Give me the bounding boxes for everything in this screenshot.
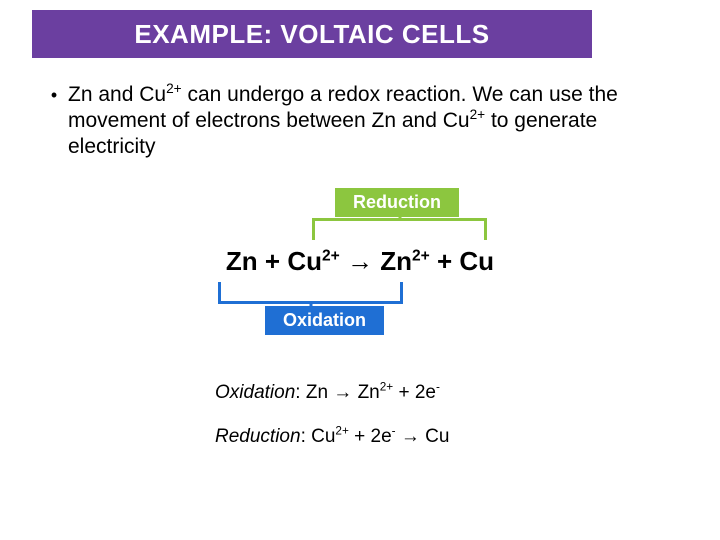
intro-text: Zn and Cu2+ can undergo a redox reaction… <box>68 82 680 160</box>
reduction-label: Reduction <box>215 426 301 447</box>
red-seg-1: : Cu <box>301 426 336 447</box>
ox-sup-2: - <box>436 381 440 394</box>
eq-seg-3: + Cu <box>430 246 494 276</box>
reduction-bracket <box>312 218 487 240</box>
eq-sup-2: 2+ <box>412 247 430 264</box>
intro-sup-1: 2+ <box>166 81 182 96</box>
bullet-marker: • <box>40 82 68 160</box>
intro-bullet: • Zn and Cu2+ can undergo a redox reacti… <box>40 82 680 160</box>
half-reactions: Oxidation: Zn → Zn2+ + 2e- Reduction: Cu… <box>215 382 449 470</box>
main-equation: Zn + Cu2+ → Zn2+ + Cu <box>0 246 720 277</box>
reduction-bracket-tick <box>398 209 401 219</box>
eq-seg-2: → Zn <box>340 246 412 276</box>
slide-title: EXAMPLE: VOLTAIC CELLS <box>134 19 489 50</box>
red-seg-3: → Cu <box>396 426 450 447</box>
intro-seg-1: Zn and Cu <box>68 83 166 106</box>
oxidation-half-reaction: Oxidation: Zn → Zn2+ + 2e- <box>215 382 449 404</box>
title-bar: EXAMPLE: VOLTAIC CELLS <box>32 10 592 58</box>
eq-seg-1: Zn + Cu <box>226 246 322 276</box>
oxidation-bracket <box>218 282 403 304</box>
red-seg-2: + 2e <box>349 426 392 447</box>
ox-seg-1: : Zn → Zn <box>295 382 379 403</box>
reduction-half-reaction: Reduction: Cu2+ + 2e- → Cu <box>215 426 449 448</box>
ox-seg-2: + 2e <box>393 382 436 403</box>
reduction-badge: Reduction <box>335 188 459 217</box>
oxidation-badge: Oxidation <box>265 306 384 335</box>
oxidation-label: Oxidation <box>215 382 295 403</box>
intro-sup-2: 2+ <box>470 107 486 122</box>
eq-sup-1: 2+ <box>322 247 340 264</box>
ox-sup-1: 2+ <box>380 381 393 394</box>
red-sup-1: 2+ <box>335 425 348 438</box>
